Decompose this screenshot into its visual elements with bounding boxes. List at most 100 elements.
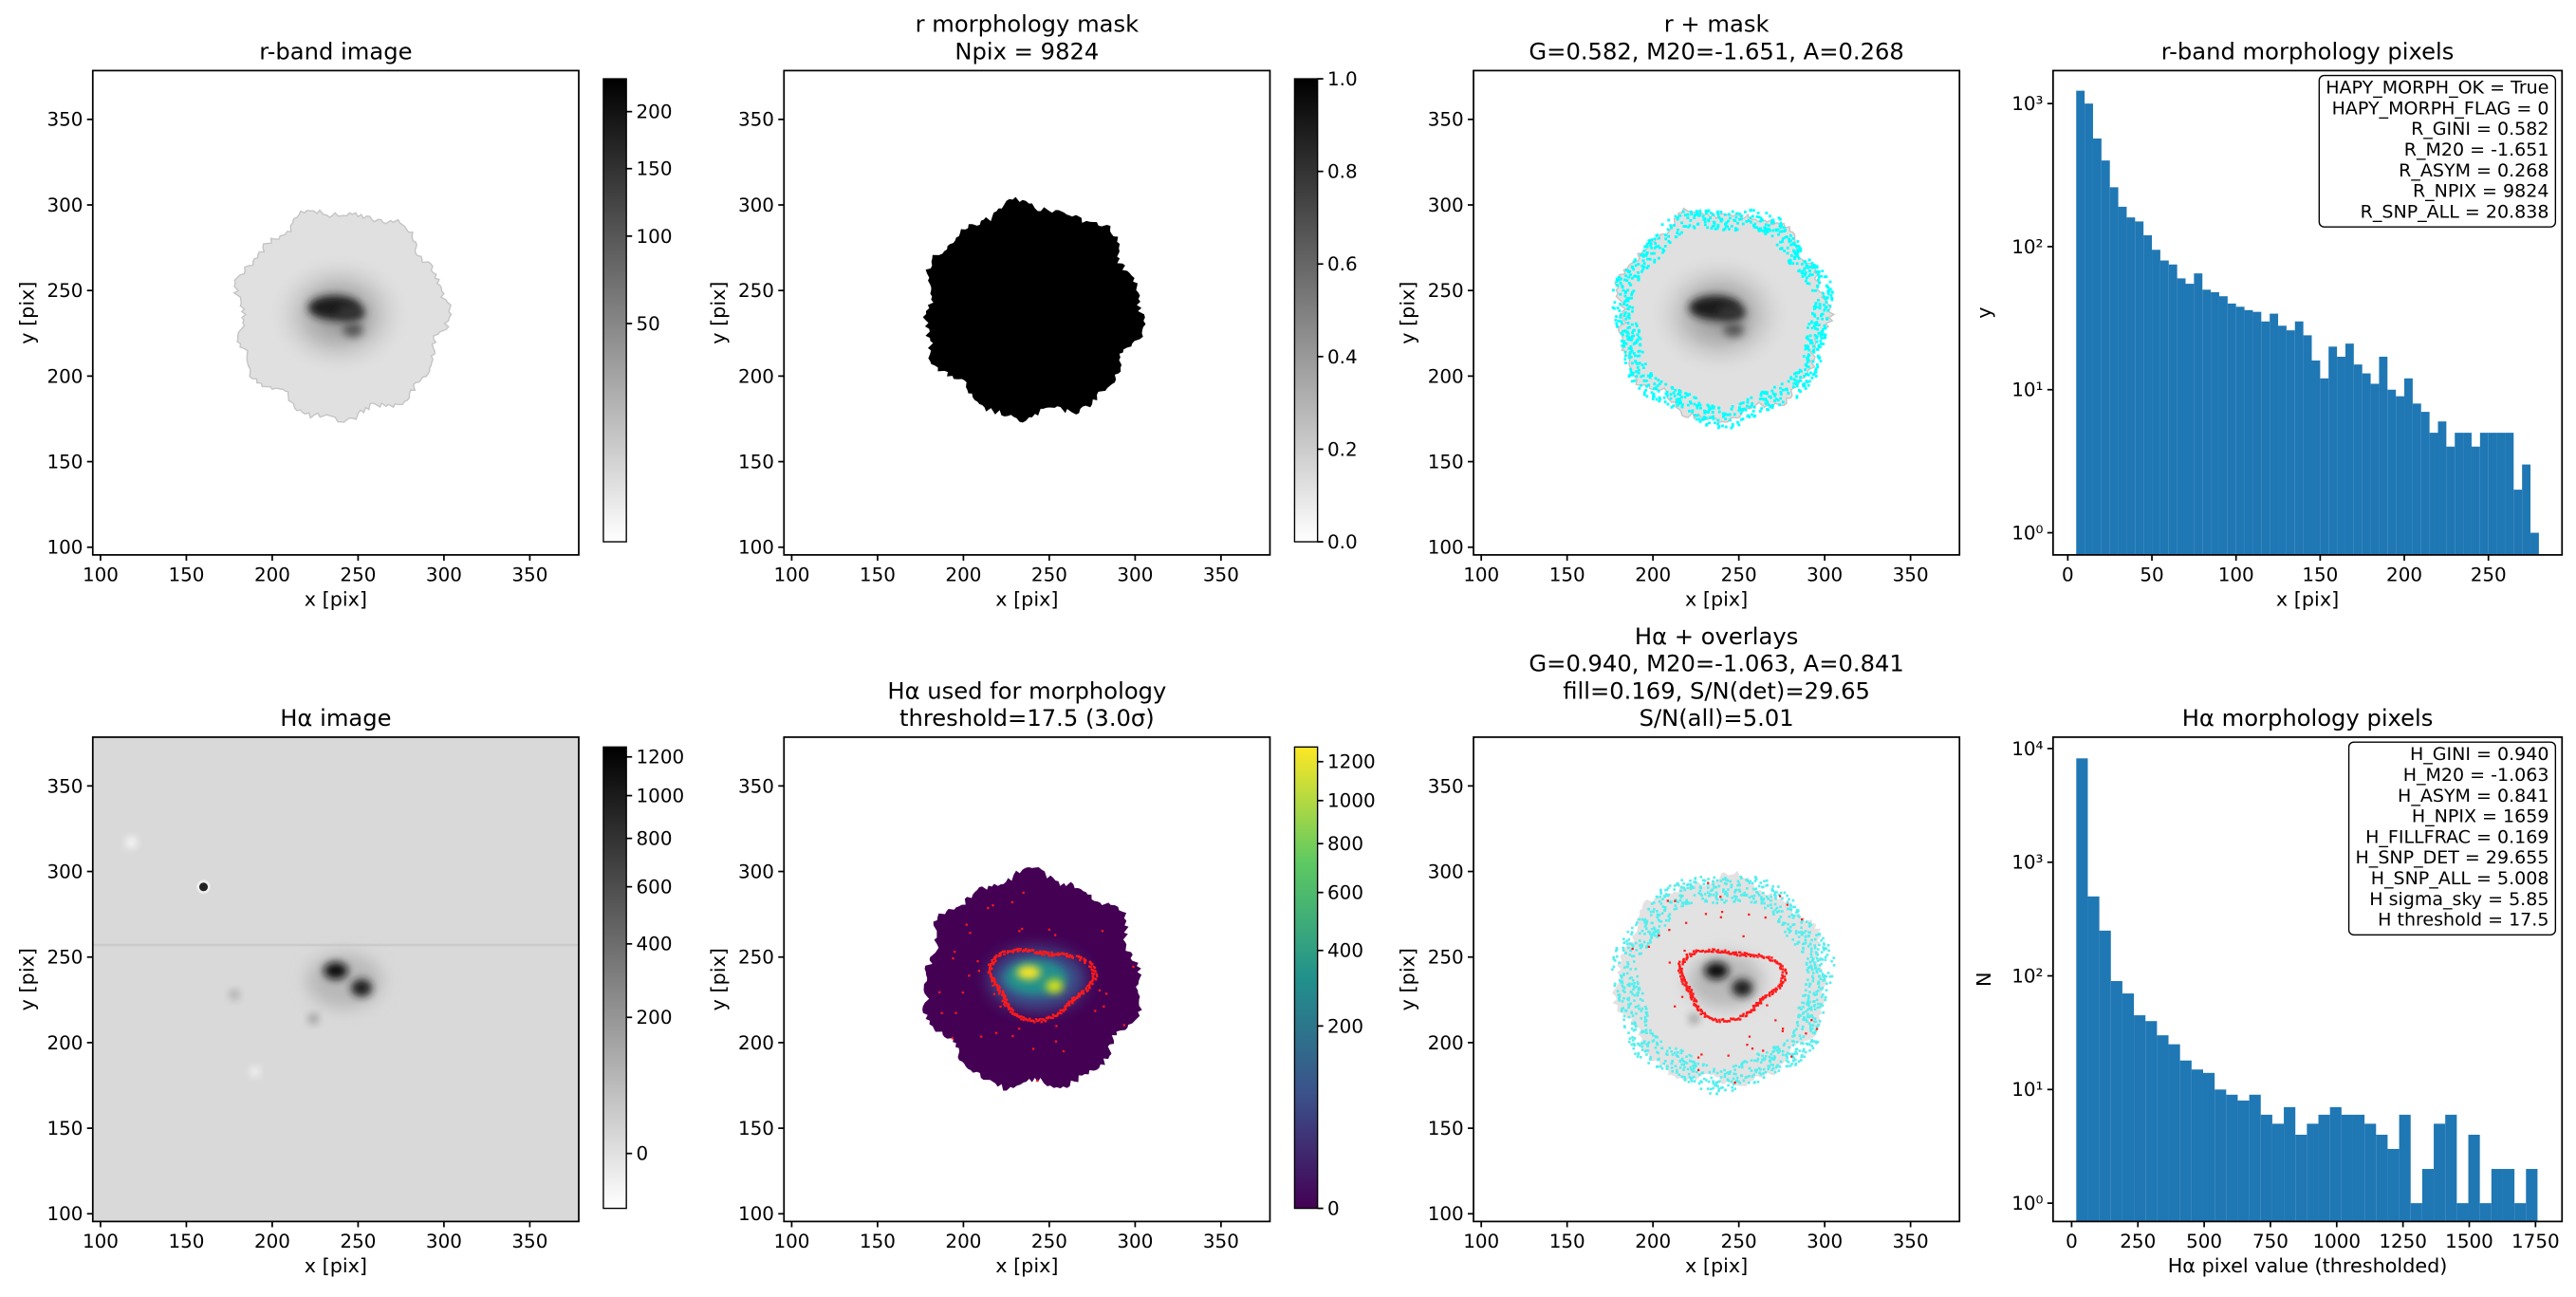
contour-dot	[1699, 950, 1702, 953]
contour-dot	[1759, 954, 1762, 957]
contour-dot	[1743, 954, 1746, 956]
contour-dot	[1060, 1011, 1063, 1015]
mask-edge	[1655, 398, 1659, 401]
mask-edge	[1643, 245, 1647, 249]
mask-edge	[1824, 958, 1827, 961]
mask-edge	[1653, 927, 1657, 931]
mask-edge	[1823, 948, 1825, 952]
contour-dot	[1773, 989, 1776, 991]
mask-edge	[1633, 999, 1636, 1002]
mask-edge	[1630, 380, 1634, 383]
mask-edge	[1677, 232, 1681, 236]
contour-dot	[1721, 1018, 1725, 1021]
mask-edge	[1654, 242, 1658, 245]
mask-edge	[1636, 333, 1640, 337]
mask-edge	[1690, 886, 1694, 890]
contour-dot	[1681, 982, 1684, 986]
mask-edge	[1804, 387, 1807, 390]
mask-edge	[1717, 1089, 1720, 1093]
mask-edge	[1716, 1084, 1719, 1088]
mask-edge	[1636, 362, 1640, 366]
mask-edge	[1828, 305, 1832, 307]
x-tick-label: 200	[945, 1231, 981, 1252]
contour-dot	[1737, 951, 1741, 954]
contour-dot	[1777, 985, 1780, 988]
colorbar	[1293, 78, 1319, 543]
mask-edge	[1762, 891, 1765, 895]
mask-edge	[1648, 257, 1652, 261]
mask-edge	[1635, 370, 1639, 374]
contour-dot	[1050, 953, 1054, 956]
mask-edge	[1654, 934, 1657, 937]
mask-edge	[1775, 911, 1779, 914]
mask-edge	[1622, 333, 1624, 337]
contour-dot	[1714, 950, 1718, 953]
bar	[2194, 273, 2203, 555]
mask-edge	[1618, 309, 1622, 312]
mask-edge	[1632, 984, 1636, 988]
mask-edge	[1765, 228, 1769, 232]
mask-edge	[1762, 1072, 1765, 1075]
mask-edge	[1630, 982, 1634, 986]
mask-edge	[1816, 982, 1820, 985]
mask-edge	[1769, 1060, 1772, 1064]
contour-dot	[1697, 1068, 1700, 1071]
mask-edge	[1789, 376, 1793, 380]
contour-dot	[1712, 950, 1714, 954]
colorbar-tick-label: 1200	[1327, 751, 1376, 773]
contour-dot	[1044, 951, 1047, 954]
mask-edge	[1793, 1052, 1796, 1055]
mask-edge	[1802, 384, 1806, 388]
mask-edge	[1639, 1056, 1642, 1059]
panel-title: Hα + overlays	[1635, 623, 1798, 650]
mask-edge	[1773, 385, 1776, 389]
contour-dot	[1752, 1006, 1755, 1010]
mask-edge	[1826, 290, 1830, 293]
mask-edge	[1723, 213, 1727, 216]
mask-edge	[1764, 402, 1768, 405]
mask-edge	[1716, 418, 1720, 422]
mask-edge	[1755, 1059, 1759, 1063]
mask-edge	[1703, 417, 1706, 421]
mask-edge	[1755, 215, 1759, 218]
mask-edge	[1677, 881, 1679, 885]
mask-edge	[1656, 910, 1659, 913]
colorbar-tick-label: 0.6	[1327, 253, 1358, 275]
contour-dot	[1747, 953, 1750, 956]
mask-edge	[1630, 350, 1634, 353]
mask-edge	[1627, 1015, 1631, 1019]
mask-edge	[1641, 254, 1645, 258]
mask-edge	[1669, 397, 1673, 400]
mask-edge	[1637, 278, 1640, 282]
mask-edge	[1796, 942, 1799, 945]
mask-edge	[1774, 228, 1778, 232]
mask-edge	[1753, 1068, 1757, 1072]
mask-edge	[1804, 942, 1807, 945]
mask-edge	[1762, 230, 1766, 233]
mask-edge	[1777, 216, 1781, 220]
mask-edge	[1632, 1047, 1636, 1050]
mask-edge	[1828, 287, 1832, 291]
contour-dot	[1755, 1004, 1758, 1007]
contour-dot	[1756, 1001, 1759, 1005]
mask-edge	[1716, 225, 1720, 229]
mask-edge	[1776, 398, 1780, 402]
mask-edge	[1825, 296, 1829, 299]
mask-edge	[1627, 336, 1631, 340]
contour-dot	[1684, 983, 1688, 986]
mask-edge	[1632, 986, 1636, 990]
contour-dot	[1771, 959, 1774, 962]
mask-edge	[1639, 343, 1642, 347]
contour-dot	[1703, 1011, 1706, 1015]
mask-edge	[1750, 900, 1753, 904]
contour-dot	[1734, 1018, 1738, 1021]
mask-edge	[1760, 407, 1763, 410]
mask-edge	[1699, 893, 1702, 896]
plot-area	[92, 736, 579, 1222]
mask-edge	[1726, 1078, 1730, 1081]
contour-dot	[1010, 950, 1012, 953]
mask-edge	[1752, 1073, 1755, 1077]
mask-edge	[1737, 882, 1741, 885]
contour-dot	[1725, 1020, 1729, 1023]
mask-edge	[1763, 226, 1767, 230]
